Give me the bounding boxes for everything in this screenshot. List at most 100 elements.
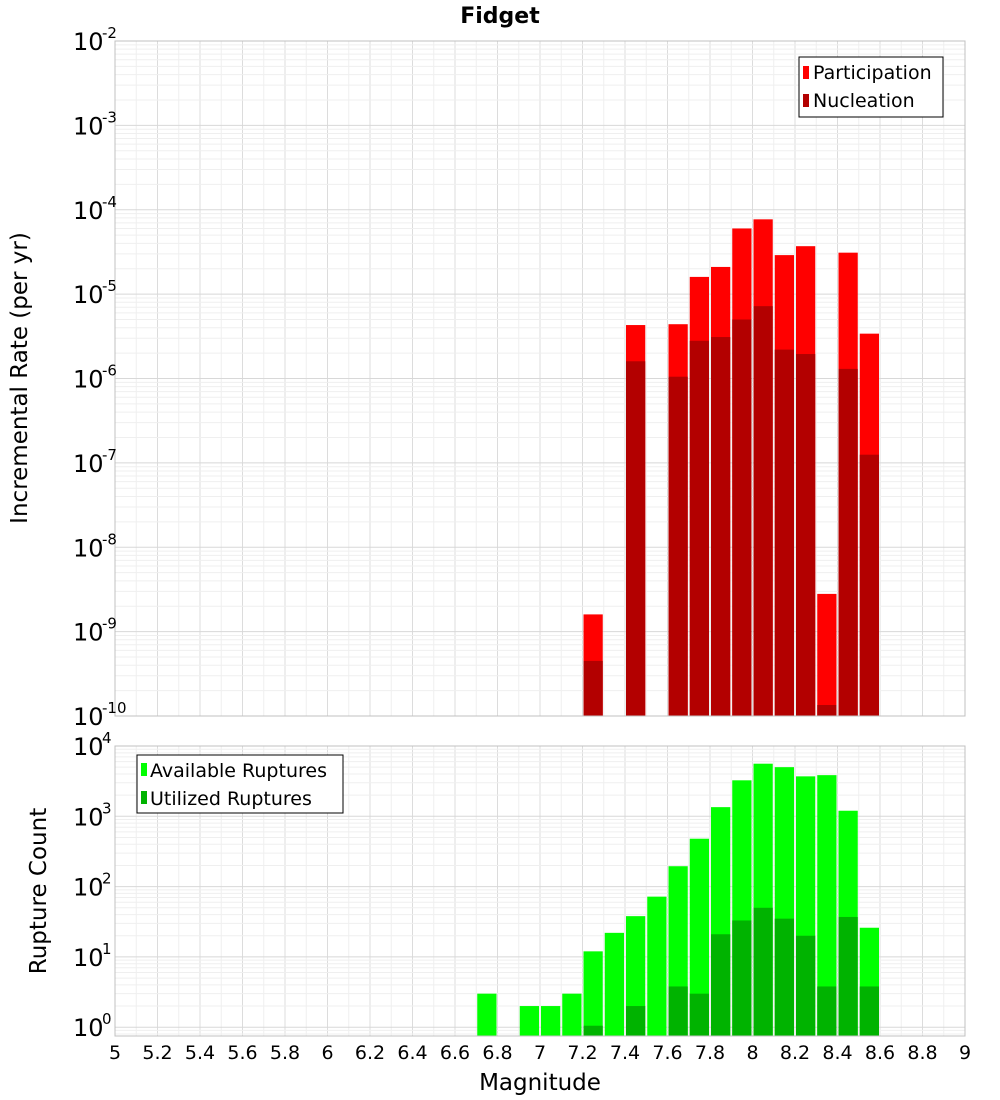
bottom-plot-frame: [114, 745, 966, 1037]
bottom-legend-box: [136, 754, 344, 814]
bottom-y-tick-exponent: 4: [102, 729, 112, 747]
top-y-axis-label: Incremental Rate (per yr): [7, 232, 33, 524]
top-y-tick-exponent: -2: [102, 24, 117, 42]
x-tick-label: 8.2: [780, 1042, 810, 1064]
legend-swatch-available-ruptures: [141, 763, 147, 776]
top-plot-frame: [114, 40, 966, 717]
top-y-tick-base: 10: [73, 703, 104, 731]
top-y-tick-exponent: -9: [102, 615, 117, 633]
bar-participation-8.35: [817, 593, 837, 716]
bar-available-6.75: [477, 993, 497, 1036]
bar-nucleation-8.25: [796, 354, 816, 716]
bar-nucleation-8.15: [774, 349, 794, 716]
bar-available-7.05: [541, 1006, 561, 1036]
x-tick-label: 5: [109, 1042, 121, 1064]
bar-utilized-8.55: [859, 986, 879, 1036]
legend-swatch-utilized-ruptures: [141, 791, 147, 804]
top-y-tick-exponent: -6: [102, 362, 117, 380]
top-y-ticks: 10-210-310-410-510-610-710-810-910-10: [73, 24, 127, 731]
bar-utilized-8.25: [796, 935, 816, 1036]
bar-available-7.25: [583, 951, 603, 1036]
x-tick-label: 8.4: [822, 1042, 852, 1064]
bar-available-7.55: [647, 896, 667, 1036]
bottom-bars: [477, 763, 879, 1036]
bottom-y-tick-exponent: 3: [102, 799, 112, 817]
top-y-tick-base: 10: [73, 534, 104, 562]
legend-swatch-participation: [803, 66, 809, 79]
bar-nucleation-7.65: [668, 376, 688, 716]
bar-nucleation-7.75: [689, 340, 709, 716]
top-y-tick-exponent: -7: [102, 446, 117, 464]
bottom-legend: Available Ruptures Utilized Ruptures: [136, 754, 344, 814]
bar-available-7.35: [604, 932, 624, 1036]
x-tick-label: 6.2: [355, 1042, 385, 1064]
bar-utilized-7.75: [689, 993, 709, 1036]
x-tick-label: 7.2: [567, 1042, 597, 1064]
x-tick-label: 5.6: [227, 1042, 257, 1064]
legend-label-available-ruptures: Available Ruptures: [150, 760, 327, 782]
bar-nucleation-8.45: [838, 368, 858, 716]
bar-available-6.95: [519, 1006, 539, 1036]
bottom-y-tick-exponent: 1: [102, 940, 112, 958]
bottom-y-tick-base: 10: [73, 733, 104, 761]
top-y-tick-exponent: -10: [102, 699, 127, 717]
top-y-tick-base: 10: [73, 366, 104, 394]
top-y-tick-base: 10: [73, 281, 104, 309]
top-y-tick-exponent: -4: [102, 193, 117, 211]
bar-utilized-7.45: [626, 1006, 646, 1036]
x-tick-label: 7: [534, 1042, 546, 1064]
bar-available-7.15: [562, 993, 582, 1036]
bottom-y-tick-base: 10: [73, 1014, 104, 1042]
bar-utilized-8.05: [753, 907, 773, 1036]
x-tick-label: 7.6: [652, 1042, 682, 1064]
top-y-tick-base: 10: [73, 197, 104, 225]
x-tick-label: 8.6: [865, 1042, 895, 1064]
x-tick-label: 6.4: [397, 1042, 427, 1064]
top-y-tick-base: 10: [73, 28, 104, 56]
top-legend-box: [798, 56, 944, 118]
bar-available-7.45: [626, 916, 646, 1036]
bar-utilized-7.25: [583, 1025, 603, 1036]
legend-swatch-nucleation: [803, 94, 809, 107]
top-y-tick-base: 10: [73, 112, 104, 140]
bottom-y-tick-exponent: 2: [102, 870, 112, 888]
bottom-y-tick-base: 10: [73, 944, 104, 972]
x-tick-label: 5.2: [142, 1042, 172, 1064]
x-tick-label: 6.6: [440, 1042, 470, 1064]
bar-nucleation-7.25: [583, 660, 603, 716]
x-tick-label: 5.8: [270, 1042, 300, 1064]
x-tick-label: 8.8: [907, 1042, 937, 1064]
bar-utilized-7.85: [711, 934, 731, 1036]
legend-label-participation: Participation: [813, 62, 932, 84]
bottom-y-tick-exponent: 0: [102, 1010, 112, 1028]
bar-nucleation-7.95: [732, 319, 752, 716]
bar-nucleation-8.35: [817, 705, 837, 716]
bar-available-8.35: [817, 775, 837, 1036]
top-grid: [114, 41, 966, 717]
bottom-y-axis-label: Rupture Count: [26, 808, 52, 974]
x-tick-label: 6.8: [482, 1042, 512, 1064]
x-tick-label: 8: [746, 1042, 758, 1064]
x-tick-label: 6: [321, 1042, 333, 1064]
legend-label-nucleation: Nucleation: [813, 90, 915, 112]
bottom-y-tick-base: 10: [73, 874, 104, 902]
bar-utilized-8.35: [817, 986, 837, 1036]
top-y-tick-base: 10: [73, 450, 104, 478]
x-ticks: 5 5.2 5.4 5.6 5.8 6 6.2 6.4 6.6 6.8 7 7.2 7.4 7.6 7.8 8…: [109, 1042, 971, 1064]
top-legend: Participation Nucleation: [798, 56, 944, 118]
bar-utilized-8.45: [838, 916, 858, 1036]
x-tick-label: 7.8: [695, 1042, 725, 1064]
top-y-tick-exponent: -5: [102, 277, 117, 295]
legend-label-utilized-ruptures: Utilized Ruptures: [150, 788, 312, 810]
bar-available-7.75: [689, 838, 709, 1036]
top-y-tick-base: 10: [73, 619, 104, 647]
bottom-y-tick-base: 10: [73, 803, 104, 831]
x-axis-label: Magnitude: [479, 1070, 601, 1096]
x-tick-label: 7.4: [610, 1042, 640, 1064]
bar-utilized-7.95: [732, 920, 752, 1036]
chart-title: Fidget: [460, 4, 540, 29]
bar-nucleation-8.05: [753, 306, 773, 716]
